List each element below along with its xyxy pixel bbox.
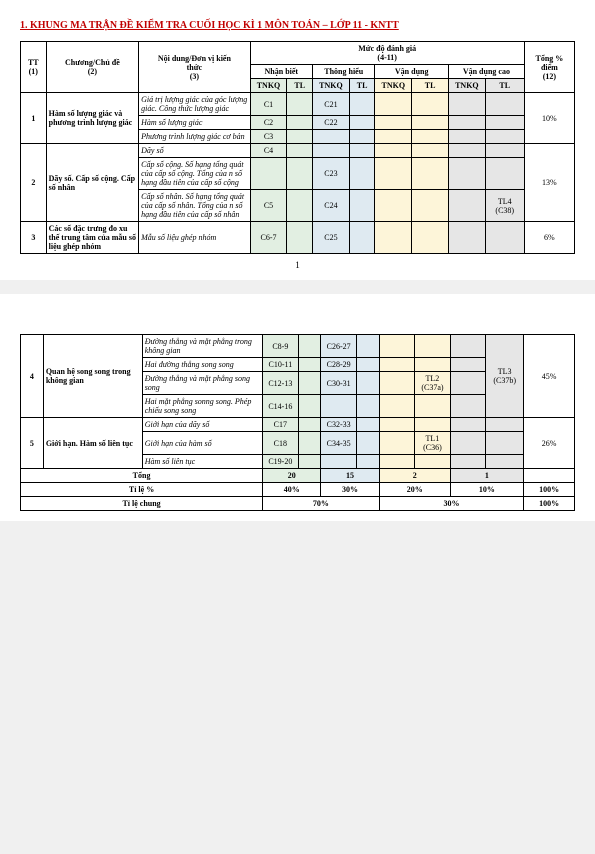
h-level: Mức độ đánh giá (4-11) <box>250 42 524 65</box>
ch4-u4: Hai mặt phẳng sonng song. Phép chiếu son… <box>142 395 262 418</box>
c3233: C32-33 <box>321 418 356 432</box>
h-th: Thông hiểu <box>313 65 375 79</box>
c1: C1 <box>250 93 287 116</box>
h-nb-tnkq: TNKQ <box>250 79 287 93</box>
ch3-pct: 6% <box>524 222 574 254</box>
c24: C24 <box>313 190 350 222</box>
ch1-u2: Hàm số lượng giác <box>139 116 250 130</box>
ch2-u1: Dãy số <box>139 144 250 158</box>
ch1-u3: Phương trình lượng giác cơ bản <box>139 130 250 144</box>
ch4-u3: Đường thẳng và mặt phẳng song song <box>142 372 262 395</box>
c2: C2 <box>250 116 287 130</box>
ch5-u2: Giới hạn của hàm số <box>142 432 262 455</box>
ch1-name: Hàm số lượng giác và phương trình lượng … <box>46 93 139 144</box>
c89: C8-9 <box>263 335 298 358</box>
tl3: TL3 (C37b) <box>486 335 524 418</box>
f-th-n: 15 <box>321 469 379 483</box>
ch5-pct: 26% <box>524 418 575 469</box>
ch2-pct: 13% <box>524 144 574 222</box>
f-100b: 100% <box>524 497 575 511</box>
page-1: 1. KHUNG MA TRẬN ĐỀ KIỂM TRA CUỐI HỌC KÌ… <box>0 0 595 280</box>
c23: C23 <box>313 158 350 190</box>
h-nb: Nhận biết <box>250 65 312 79</box>
c1011: C10-11 <box>263 358 298 372</box>
c18: C18 <box>263 432 298 455</box>
c5: C5 <box>250 190 287 222</box>
ch2-idx: 2 <box>21 144 47 222</box>
f-tile: Tỉ lệ % <box>21 483 263 497</box>
f-nb-n: 20 <box>263 469 321 483</box>
tl2: TL2 (C37a) <box>415 372 450 395</box>
f-th-p: 30% <box>321 483 379 497</box>
ch5-u3: Hàm số liên tục <box>142 455 262 469</box>
h-vdc: Vận dụng cao <box>448 65 524 79</box>
ch5-name: Giới hạn. Hàm số liên tục <box>43 418 142 469</box>
c22: C22 <box>313 116 350 130</box>
ch2-u3: Cấp số nhân. Số hạng tổng quát của cấp s… <box>139 190 250 222</box>
f-70: 70% <box>263 497 380 511</box>
f-tong: Tổng <box>21 469 263 483</box>
f-30: 30% <box>379 497 523 511</box>
ch4-pct: 45% <box>524 335 575 418</box>
ch4-u2: Hai đường thẳng song song <box>142 358 262 372</box>
page-number: 1 <box>20 260 575 270</box>
ch1-u1: Giá trị lượng giác của góc lượng giác. C… <box>139 93 250 116</box>
c21: C21 <box>313 93 350 116</box>
f-tilechung: Tỉ lệ chung <box>21 497 263 511</box>
h-total: Tổng % điểm (12) <box>524 42 574 93</box>
doc-title: 1. KHUNG MA TRẬN ĐỀ KIỂM TRA CUỐI HỌC KÌ… <box>20 20 575 31</box>
c25: C25 <box>313 222 350 254</box>
c4: C4 <box>250 144 287 158</box>
ch3-idx: 3 <box>21 222 47 254</box>
ch4-name: Quan hệ song song trong không gian <box>43 335 142 418</box>
f-vd-n: 2 <box>379 469 450 483</box>
h-nb-tl: TL <box>287 79 313 93</box>
f-vd-p: 20% <box>379 483 450 497</box>
h-vd: Vận dụng <box>375 65 449 79</box>
ch4-u1: Đường thẳng và mặt phẳng trong không gia… <box>142 335 262 358</box>
c3435: C34-35 <box>321 432 356 455</box>
matrix-table-1: TT (1) Chương/Chủ đề (2) Nội dung/Đơn vị… <box>20 41 575 254</box>
c3: C3 <box>250 130 287 144</box>
ch5-u1: Giới hạn của dãy số <box>142 418 262 432</box>
c1416: C14-16 <box>263 395 298 418</box>
f-100a: 100% <box>524 483 575 497</box>
ch1-pct: 10% <box>524 93 574 144</box>
c1920: C19-20 <box>263 455 298 469</box>
h-th-tl: TL <box>349 79 375 93</box>
f-nb-p: 40% <box>263 483 321 497</box>
f-vdc-p: 10% <box>450 483 524 497</box>
c3031: C30-31 <box>321 372 356 395</box>
c2627: C26-27 <box>321 335 356 358</box>
c17: C17 <box>263 418 298 432</box>
ch2-u2: Cấp số cộng. Số hạng tổng quát của cấp s… <box>139 158 250 190</box>
ch1-idx: 1 <box>21 93 47 144</box>
f-vdc-n: 1 <box>450 469 524 483</box>
ch5-idx: 5 <box>21 418 44 469</box>
h-tt: TT (1) <box>21 42 47 93</box>
ch2-name: Dãy số. Cấp số cộng. Cấp số nhân <box>46 144 139 222</box>
c1213: C12-13 <box>263 372 298 395</box>
h-vd-tl: TL <box>412 79 449 93</box>
h-unit: Nội dung/Đơn vị kiến thức (3) <box>139 42 250 93</box>
tl1: TL1 (C36) <box>415 432 450 455</box>
ch3-u1: Mẫu số liệu ghép nhóm <box>139 222 250 254</box>
h-vdc-tl: TL <box>485 79 524 93</box>
c2829: C28-29 <box>321 358 356 372</box>
h-th-tnkq: TNKQ <box>313 79 350 93</box>
tl4: TL4 (C38) <box>485 190 524 222</box>
h-vd-tnkq: TNKQ <box>375 79 412 93</box>
ch3-name: Các số đặc trưng đo xu thế trung tâm của… <box>46 222 139 254</box>
matrix-table-2: 4 Quan hệ song song trong không gian Đườ… <box>20 334 575 511</box>
c67: C6-7 <box>250 222 287 254</box>
ch4-idx: 4 <box>21 335 44 418</box>
page-2: 4 Quan hệ song song trong không gian Đườ… <box>0 294 595 521</box>
h-vdc-tnkq: TNKQ <box>448 79 485 93</box>
h-chapter: Chương/Chủ đề (2) <box>46 42 139 93</box>
